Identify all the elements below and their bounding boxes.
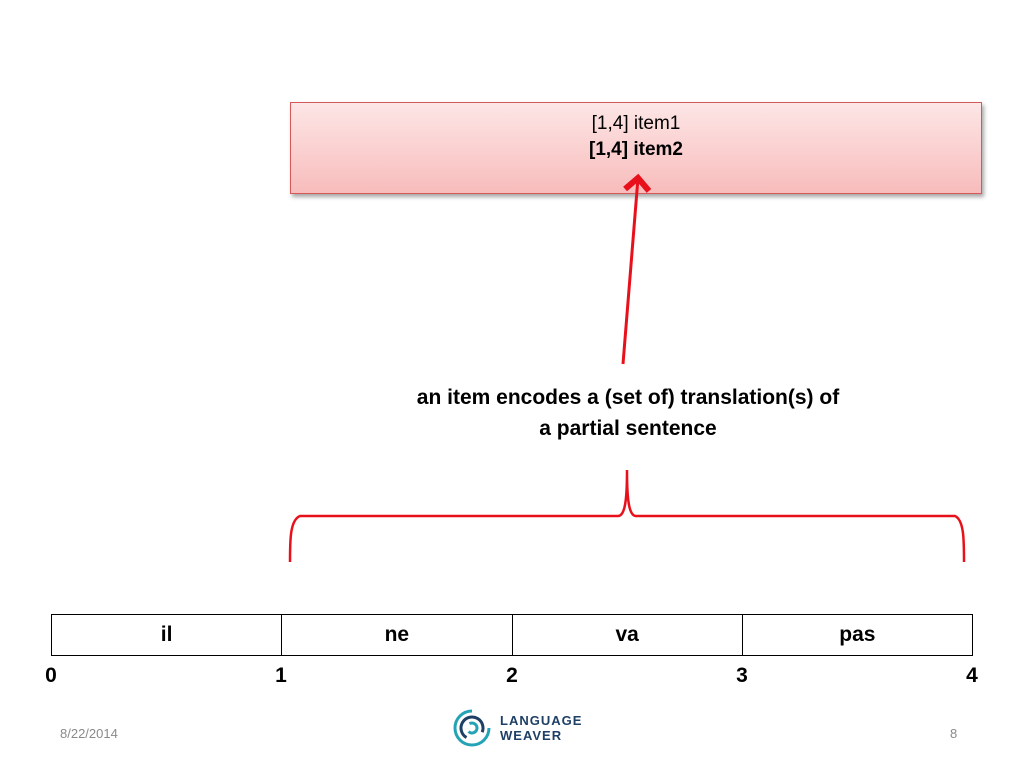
span-brace [288, 469, 966, 563]
position-index: 4 [966, 664, 978, 687]
pointer-arrow [621, 173, 652, 365]
logo-line-1: LANGUAGE [500, 713, 583, 728]
caption-line-1: an item encodes a (set of) translation(s… [416, 386, 840, 409]
logo-text: LANGUAGE WEAVER [500, 713, 582, 743]
token-cell: il [52, 615, 283, 655]
logo-line-2: WEAVER [500, 728, 563, 743]
caption-line-2: a partial sentence [539, 417, 717, 440]
language-weaver-logo-icon [453, 709, 491, 747]
token-cell: va [513, 615, 743, 655]
position-index: 2 [506, 664, 518, 687]
token-row: il ne va pas [51, 614, 973, 656]
position-index: 3 [736, 664, 748, 687]
item-line-2: [1,4] item2 [589, 139, 683, 160]
position-index: 0 [45, 664, 57, 687]
footer-date: 8/22/2014 [60, 726, 118, 741]
token-cell: pas [839, 623, 876, 646]
page-number: 8 [950, 726, 958, 741]
item-line-1: [1,4] item1 [591, 113, 681, 134]
token-cell: ne [282, 615, 513, 655]
language-weaver-logo: LANGUAGE WEAVER [452, 708, 582, 748]
position-index: 1 [275, 664, 287, 687]
caption: an item encodes a (set of) translation(s… [350, 382, 906, 444]
